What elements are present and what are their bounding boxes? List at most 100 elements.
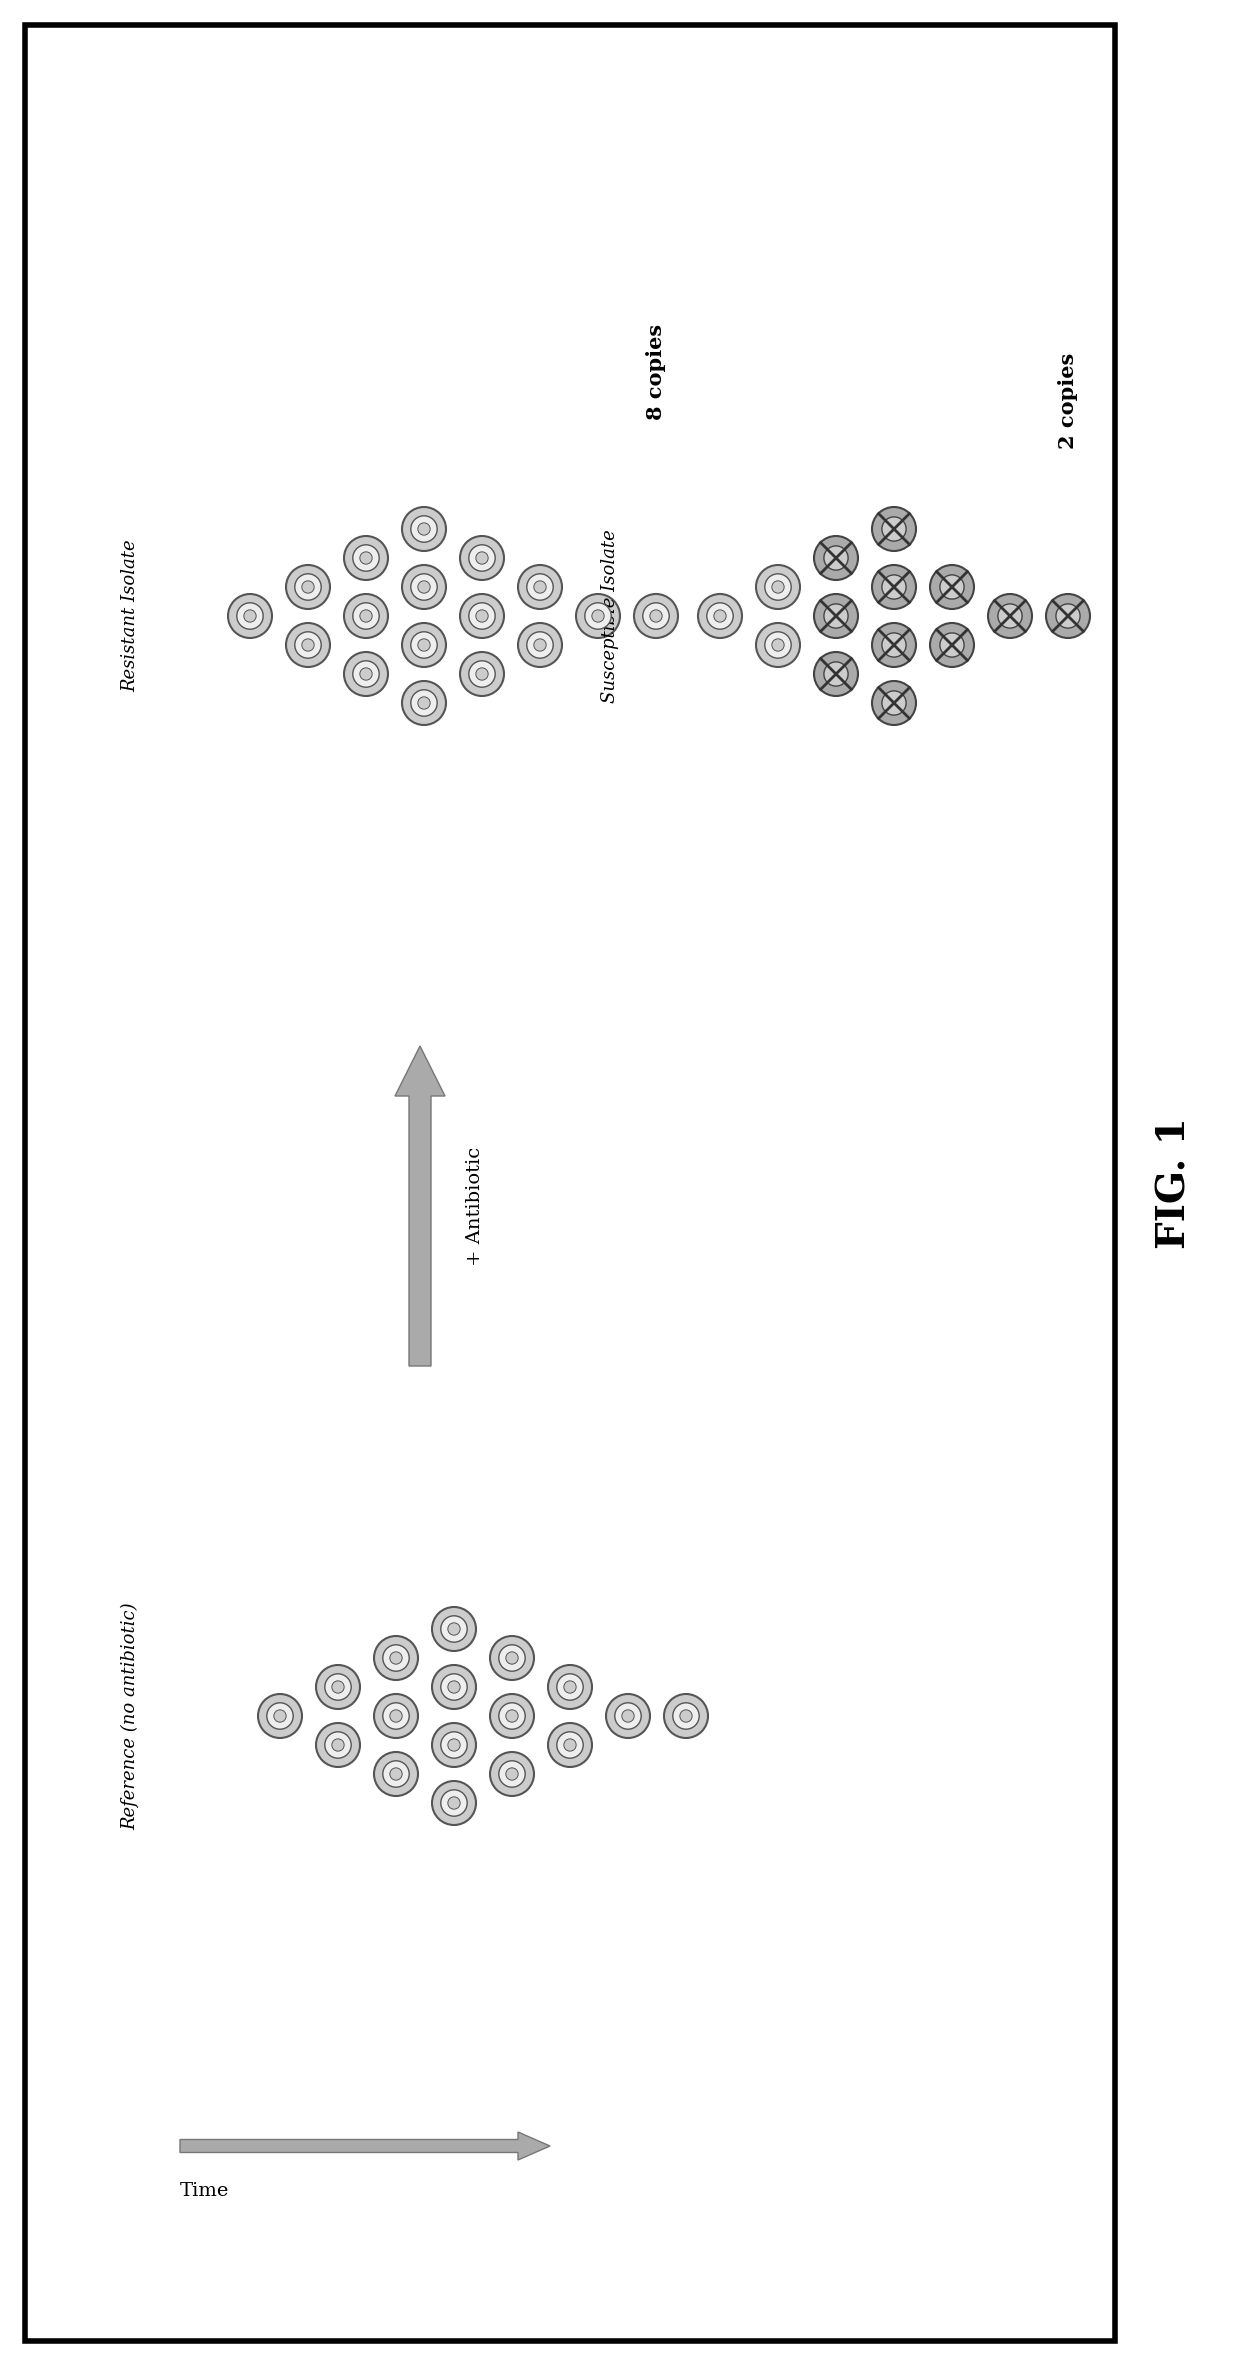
Circle shape bbox=[353, 660, 379, 686]
Circle shape bbox=[548, 1722, 591, 1767]
Circle shape bbox=[448, 1680, 460, 1694]
Circle shape bbox=[872, 622, 916, 667]
Circle shape bbox=[490, 1635, 534, 1680]
Circle shape bbox=[988, 594, 1032, 639]
Circle shape bbox=[765, 632, 791, 658]
Circle shape bbox=[490, 1751, 534, 1796]
Circle shape bbox=[930, 565, 973, 608]
Circle shape bbox=[258, 1694, 303, 1739]
Circle shape bbox=[295, 575, 321, 601]
Circle shape bbox=[244, 610, 257, 622]
Circle shape bbox=[606, 1694, 650, 1739]
Circle shape bbox=[460, 537, 503, 580]
Circle shape bbox=[813, 653, 858, 696]
Circle shape bbox=[765, 575, 791, 601]
Circle shape bbox=[374, 1751, 418, 1796]
Circle shape bbox=[557, 1732, 583, 1758]
Circle shape bbox=[673, 1704, 699, 1730]
Circle shape bbox=[237, 603, 263, 629]
Circle shape bbox=[432, 1607, 476, 1651]
Circle shape bbox=[498, 1760, 526, 1786]
Circle shape bbox=[460, 653, 503, 696]
Circle shape bbox=[440, 1789, 467, 1817]
Circle shape bbox=[813, 537, 858, 580]
Circle shape bbox=[564, 1739, 577, 1751]
Circle shape bbox=[360, 610, 372, 622]
Circle shape bbox=[650, 610, 662, 622]
Text: Reference (no antibiotic): Reference (no antibiotic) bbox=[120, 1602, 139, 1829]
Circle shape bbox=[402, 622, 446, 667]
Circle shape bbox=[490, 1694, 534, 1739]
Circle shape bbox=[615, 1704, 641, 1730]
Circle shape bbox=[707, 603, 733, 629]
Circle shape bbox=[872, 506, 916, 551]
Text: Susceptible Isolate: Susceptible Isolate bbox=[601, 530, 619, 703]
FancyArrow shape bbox=[396, 1046, 445, 1365]
Circle shape bbox=[940, 632, 965, 658]
Circle shape bbox=[1047, 594, 1090, 639]
Circle shape bbox=[418, 523, 430, 535]
Circle shape bbox=[518, 622, 562, 667]
Circle shape bbox=[634, 594, 678, 639]
Circle shape bbox=[882, 691, 906, 715]
Circle shape bbox=[680, 1711, 692, 1722]
Circle shape bbox=[940, 575, 965, 599]
Circle shape bbox=[663, 1694, 708, 1739]
Text: FIG. 1: FIG. 1 bbox=[1156, 1117, 1194, 1249]
Circle shape bbox=[316, 1722, 360, 1767]
Circle shape bbox=[410, 575, 438, 601]
Circle shape bbox=[332, 1739, 345, 1751]
Circle shape bbox=[460, 594, 503, 639]
Circle shape bbox=[882, 632, 906, 658]
Circle shape bbox=[440, 1616, 467, 1642]
Circle shape bbox=[332, 1680, 345, 1694]
Circle shape bbox=[534, 639, 546, 651]
Circle shape bbox=[469, 660, 495, 686]
Circle shape bbox=[998, 603, 1022, 627]
Circle shape bbox=[506, 1767, 518, 1779]
Circle shape bbox=[432, 1722, 476, 1767]
Circle shape bbox=[389, 1767, 402, 1779]
Circle shape bbox=[621, 1711, 634, 1722]
Circle shape bbox=[301, 580, 314, 594]
Circle shape bbox=[410, 516, 438, 542]
Circle shape bbox=[402, 506, 446, 551]
Circle shape bbox=[585, 603, 611, 629]
Circle shape bbox=[418, 639, 430, 651]
Circle shape bbox=[418, 698, 430, 710]
Circle shape bbox=[518, 565, 562, 608]
Circle shape bbox=[228, 594, 272, 639]
Circle shape bbox=[469, 544, 495, 570]
Text: + Antibiotic: + Antibiotic bbox=[466, 1148, 484, 1266]
Circle shape bbox=[360, 551, 372, 563]
Circle shape bbox=[476, 610, 489, 622]
Circle shape bbox=[823, 547, 848, 570]
Circle shape bbox=[402, 681, 446, 724]
Circle shape bbox=[316, 1666, 360, 1708]
Circle shape bbox=[823, 662, 848, 686]
Circle shape bbox=[286, 565, 330, 608]
Circle shape bbox=[527, 632, 553, 658]
Circle shape bbox=[374, 1635, 418, 1680]
Circle shape bbox=[756, 565, 800, 608]
Circle shape bbox=[383, 1644, 409, 1670]
Circle shape bbox=[642, 603, 670, 629]
Circle shape bbox=[343, 594, 388, 639]
Circle shape bbox=[383, 1760, 409, 1786]
Circle shape bbox=[343, 653, 388, 696]
Circle shape bbox=[756, 622, 800, 667]
Circle shape bbox=[389, 1711, 402, 1722]
Circle shape bbox=[267, 1704, 293, 1730]
Circle shape bbox=[286, 622, 330, 667]
Circle shape bbox=[389, 1651, 402, 1663]
Bar bbox=[25, 26, 1115, 2340]
Circle shape bbox=[882, 575, 906, 599]
Circle shape bbox=[360, 667, 372, 679]
Circle shape bbox=[771, 639, 784, 651]
Circle shape bbox=[440, 1732, 467, 1758]
Text: Resistant Isolate: Resistant Isolate bbox=[122, 539, 139, 693]
Circle shape bbox=[872, 681, 916, 724]
Circle shape bbox=[476, 667, 489, 679]
Text: 8 copies: 8 copies bbox=[646, 324, 666, 421]
Circle shape bbox=[325, 1732, 351, 1758]
